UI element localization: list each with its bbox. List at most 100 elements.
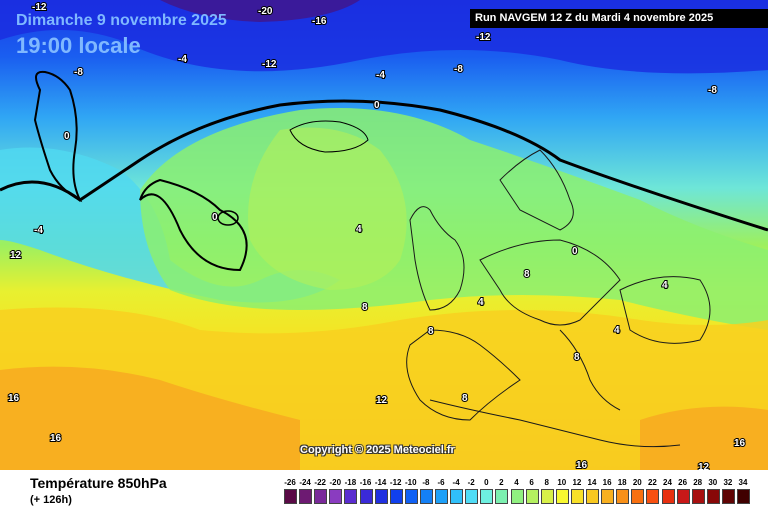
isotherm-labels: -20 -16 -12 -12 -8 -4 -12 -4 -8 -8 0 0 0… — [7, 1, 747, 470]
isotherm-label: 4 — [614, 325, 620, 336]
scale-swatch — [586, 489, 599, 504]
isotherm-label: 8 — [462, 393, 468, 404]
isotherm-label: 12 — [698, 462, 710, 470]
scale-tick-label: 32 — [723, 478, 733, 487]
scale-swatch — [314, 489, 328, 504]
isotherm-label: 4 — [478, 297, 484, 308]
copyright-notice: Copyright © 2025 Meteociel.fr — [300, 444, 455, 456]
map-svg: -20 -16 -12 -12 -8 -4 -12 -4 -8 -8 0 0 0… — [0, 0, 768, 470]
isotherm-label: 0 — [374, 100, 380, 111]
scale-tick-label: 26 — [678, 478, 688, 487]
scale-swatch — [450, 489, 464, 504]
scale-tick-label: 2 — [499, 478, 504, 487]
isotherm-label: 0 — [212, 212, 218, 223]
scale-swatch — [616, 489, 630, 504]
scale-tick-label: -20 — [329, 478, 342, 487]
isotherm-label: -4 — [376, 70, 385, 81]
scale-tick-label: 16 — [602, 478, 612, 487]
mild-inner — [248, 127, 407, 290]
scale-swatch — [344, 489, 358, 504]
scale-swatch — [646, 489, 660, 504]
zero-small-loop — [217, 210, 239, 226]
isotherm-label: 4 — [356, 224, 362, 235]
isotherm-label: 16 — [576, 460, 588, 470]
scale-tick-label: 30 — [708, 478, 718, 487]
scale-swatch — [661, 489, 675, 504]
scale-tick-label: -8 — [422, 478, 430, 487]
color-scale: -26 -24 -22 -20 -18 -16 -14 -12 -10 -8 -6 -4 -2 0 2 4 6 8… — [284, 478, 752, 510]
isotherm-label: 0 — [64, 131, 70, 142]
scale-tick-label: -6 — [437, 478, 445, 487]
scale-swatch — [691, 489, 705, 504]
scale-swatch — [540, 489, 554, 504]
isotherm-label: 16 — [734, 438, 746, 449]
scale-swatch — [570, 489, 584, 504]
scale-tick-label: -2 — [467, 478, 475, 487]
scale-swatch — [555, 489, 569, 504]
isotherm-label: 8 — [362, 302, 368, 313]
scale-tick-label: 8 — [544, 478, 549, 487]
scale-tick-label: 14 — [587, 478, 597, 487]
scale-tick-label: -12 — [389, 478, 402, 487]
temperature-map: -20 -16 -12 -12 -8 -4 -12 -4 -8 -8 0 0 0… — [0, 0, 768, 470]
scale-swatch — [510, 489, 524, 504]
legend-footer: Température 850hPa (+ 126h) -26 -24 -22 -20… — [0, 470, 768, 512]
scale-swatch — [631, 489, 645, 504]
hot-southwest — [0, 366, 300, 470]
scale-swatch — [676, 489, 690, 504]
scale-tick-label: 4 — [514, 478, 519, 487]
scale-tick-label: 28 — [693, 478, 703, 487]
scale-swatch — [404, 489, 418, 504]
scale-swatch — [601, 489, 615, 504]
scale-swatch — [465, 489, 479, 504]
scale-tick-label: -24 — [299, 478, 311, 487]
isotherm-label: 8 — [524, 269, 530, 280]
scale-swatch — [389, 489, 403, 504]
iceland-outline — [289, 120, 369, 153]
zero-isotherm — [0, 99, 768, 232]
cool-atlantic — [0, 147, 340, 303]
scale-tick-label: 34 — [738, 478, 748, 487]
scale-tick-label: -10 — [405, 478, 417, 487]
scale-tick-label: -26 — [284, 478, 296, 487]
scale-tick-label: 20 — [632, 478, 642, 487]
forecast-date: Dimanche 9 novembre 2025 — [16, 12, 227, 29]
scale-tick-label: -4 — [452, 478, 460, 487]
isotherm-label: -4 — [34, 225, 43, 236]
scale-swatch — [737, 489, 750, 504]
scale-swatch — [706, 489, 720, 504]
model-run-banner: Run NAVGEM 12 Z du Mardi 4 novembre 2025 — [470, 9, 768, 28]
scale-swatch — [284, 489, 297, 504]
isotherm-label: -8 — [708, 85, 717, 96]
isotherm-label: -4 — [178, 54, 187, 65]
scale-tick-label: 12 — [572, 478, 582, 487]
isotherm-label: 12 — [376, 395, 388, 406]
scale-swatch — [525, 489, 539, 504]
scale-swatch — [329, 489, 343, 504]
hot-southeast — [640, 406, 768, 470]
isotherm-label: -8 — [74, 67, 83, 78]
scale-swatch — [435, 489, 448, 504]
scale-tick-label: -16 — [359, 478, 372, 487]
isotherm-label: -20 — [258, 6, 273, 17]
scale-tick-label: -18 — [344, 478, 357, 487]
scale-tick-label: 0 — [484, 478, 489, 487]
isotherm-label: -12 — [32, 2, 47, 13]
isotherm-label: -8 — [454, 64, 463, 75]
scale-swatch — [359, 489, 373, 504]
zero-loop — [139, 178, 248, 272]
scale-swatch — [374, 489, 388, 504]
scale-tick-label: 18 — [617, 478, 627, 487]
greenland-outline — [33, 70, 83, 203]
isotherm-label: 0 — [572, 246, 578, 257]
scale-tick-label: 24 — [663, 478, 672, 487]
scale-swatch — [721, 489, 735, 504]
isotherm-label: 16 — [50, 433, 62, 444]
isotherm-label: -12 — [476, 32, 491, 43]
isotherm-label: 8 — [428, 326, 434, 337]
isotherm-label: -16 — [312, 16, 327, 27]
scale-tick-label: -14 — [374, 478, 387, 487]
forecast-time: 19:00 locale — [16, 33, 141, 58]
isotherm-label: -12 — [262, 59, 277, 70]
scale-tick-label: 6 — [529, 478, 534, 487]
